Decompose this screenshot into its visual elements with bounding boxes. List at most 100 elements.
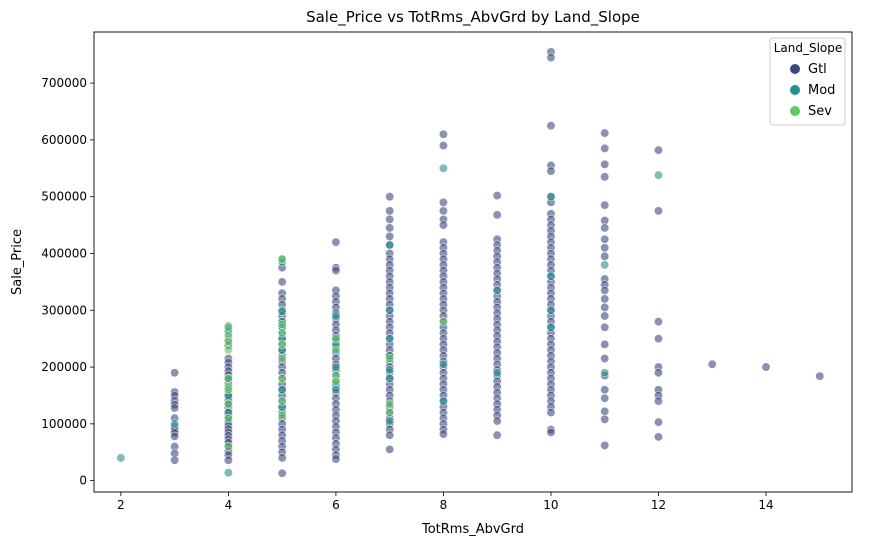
data-point-gtl xyxy=(653,396,663,406)
x-tick-label: 2 xyxy=(117,498,125,512)
data-point-gtl xyxy=(385,430,395,440)
data-point-gtl xyxy=(600,385,610,395)
data-point-sev xyxy=(331,334,341,344)
data-point-gtl xyxy=(331,237,341,247)
data-point-gtl xyxy=(492,210,502,220)
data-point-gtl xyxy=(223,455,233,465)
data-point-sev xyxy=(223,442,233,452)
data-point-sev xyxy=(223,345,233,355)
x-tick-label: 4 xyxy=(225,498,233,512)
chart-title: Sale_Price vs TotRms_AbvGrd by Land_Slop… xyxy=(306,8,640,27)
data-point-gtl xyxy=(761,362,771,372)
y-tick-label: 200000 xyxy=(41,360,87,374)
data-point-sev xyxy=(277,396,287,406)
y-tick-label: 100000 xyxy=(41,417,87,431)
data-point-mod xyxy=(277,385,287,395)
data-point-mod xyxy=(438,163,448,173)
data-point-mod xyxy=(170,419,180,429)
data-point-gtl xyxy=(600,322,610,332)
data-point-sev xyxy=(223,413,233,423)
data-point-gtl xyxy=(170,455,180,465)
legend-label-gtl: Gtl xyxy=(808,62,827,77)
data-point-sev xyxy=(223,385,233,395)
data-point-gtl xyxy=(653,206,663,216)
data-point-gtl xyxy=(653,317,663,327)
legend-title: Land_Slope xyxy=(774,41,843,55)
data-point-sev xyxy=(385,399,395,409)
y-axis-label: Sale_Price xyxy=(10,229,25,295)
data-point-gtl xyxy=(600,311,610,321)
x-tick-label: 8 xyxy=(440,498,448,512)
data-point-gtl xyxy=(385,444,395,454)
data-point-mod xyxy=(385,365,395,375)
data-point-mod xyxy=(600,368,610,378)
data-point-mod xyxy=(385,416,395,426)
y-tick-label: 400000 xyxy=(41,246,87,260)
data-point-gtl xyxy=(546,407,556,417)
data-point-gtl xyxy=(385,214,395,224)
data-point-sev xyxy=(277,373,287,383)
data-point-sev xyxy=(277,254,287,264)
data-point-sev xyxy=(223,399,233,409)
data-point-gtl xyxy=(653,417,663,427)
data-point-gtl xyxy=(385,192,395,202)
x-tick-label: 6 xyxy=(332,498,340,512)
data-point-gtl xyxy=(653,432,663,442)
data-point-gtl xyxy=(600,406,610,416)
data-point-gtl xyxy=(438,220,448,230)
data-point-mod xyxy=(223,468,233,478)
data-point-gtl xyxy=(600,243,610,253)
data-point-mod xyxy=(653,170,663,180)
data-point-sev xyxy=(438,317,448,327)
data-point-gtl xyxy=(600,251,610,261)
legend-frame xyxy=(769,37,846,126)
data-point-gtl xyxy=(546,121,556,131)
x-tick-label: 12 xyxy=(651,498,666,512)
data-point-sev xyxy=(277,319,287,329)
data-point-gtl xyxy=(438,206,448,216)
data-point-gtl xyxy=(600,128,610,138)
data-point-gtl xyxy=(385,231,395,241)
data-point-gtl xyxy=(170,431,180,441)
data-point-gtl xyxy=(600,440,610,450)
data-point-gtl xyxy=(277,468,287,478)
legend-entries: Gtl Mod Sev xyxy=(790,62,835,119)
data-point-mod xyxy=(331,385,341,395)
data-point-gtl xyxy=(600,159,610,169)
data-point-gtl xyxy=(600,354,610,364)
data-point-mod xyxy=(438,359,448,369)
data-point-gtl xyxy=(600,294,610,304)
x-tick-label: 10 xyxy=(543,498,558,512)
data-point-gtl xyxy=(600,302,610,312)
data-point-mod xyxy=(277,306,287,316)
data-point-sev xyxy=(223,337,233,347)
y-tick-label: 600000 xyxy=(41,133,87,147)
data-point-mod xyxy=(546,192,556,202)
data-point-gtl xyxy=(546,53,556,63)
points-layer xyxy=(116,47,825,478)
data-point-mod xyxy=(438,396,448,406)
data-point-gtl xyxy=(438,141,448,151)
data-point-mod xyxy=(331,362,341,372)
data-point-gtl xyxy=(277,277,287,287)
data-point-sev xyxy=(277,410,287,420)
data-point-gtl xyxy=(546,166,556,176)
y-tick-label: 500000 xyxy=(41,190,87,204)
data-point-mod xyxy=(116,453,126,463)
data-point-gtl xyxy=(707,359,717,369)
data-point-gtl xyxy=(600,285,610,295)
data-point-gtl xyxy=(600,234,610,244)
x-axis: 2 4 6 8 10 12 14 xyxy=(117,492,774,512)
data-point-sev xyxy=(223,322,233,332)
data-point-sev xyxy=(331,376,341,386)
data-point-gtl xyxy=(438,197,448,207)
data-point-gtl xyxy=(600,414,610,424)
data-point-gtl xyxy=(546,427,556,437)
legend-label-sev: Sev xyxy=(808,104,832,119)
y-axis: 0 100000 200000 300000 400000 500000 600000 700… xyxy=(41,76,94,488)
data-point-gtl xyxy=(277,453,287,463)
data-point-sev xyxy=(331,345,341,355)
data-point-mod xyxy=(546,271,556,281)
